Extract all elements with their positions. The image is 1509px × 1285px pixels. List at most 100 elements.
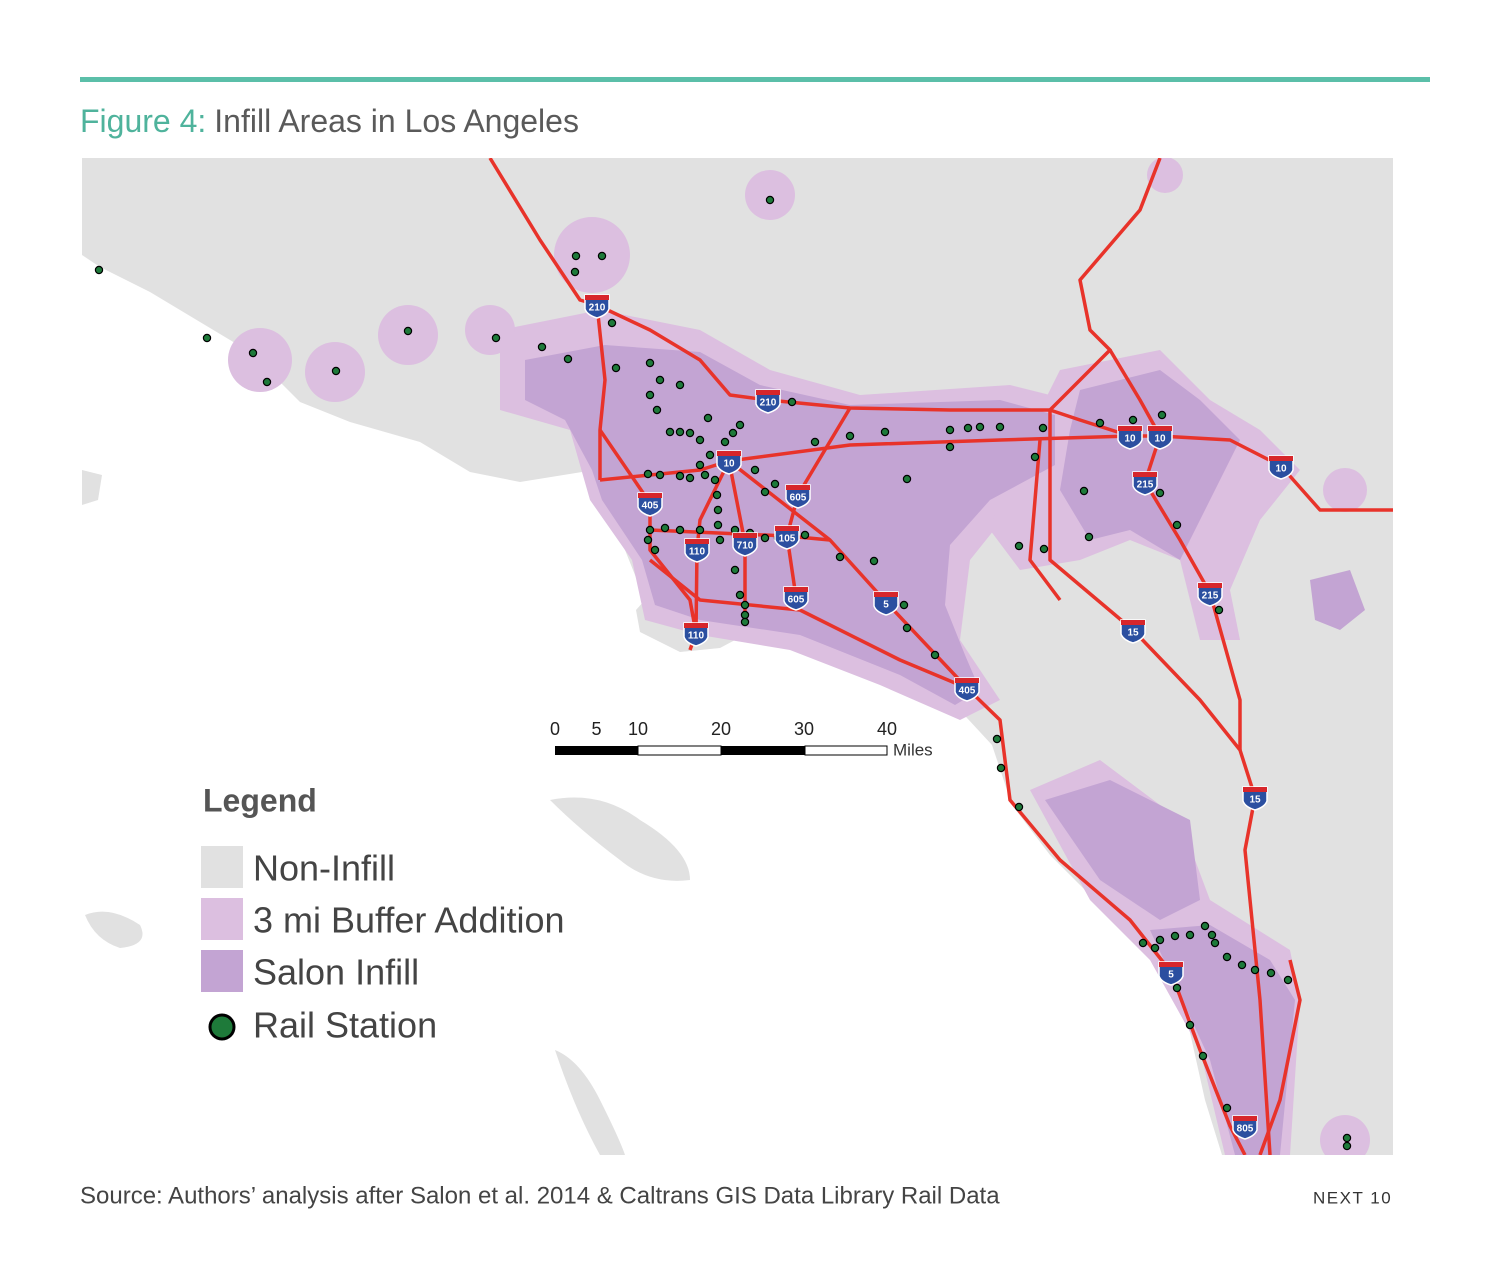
rail-station — [1207, 930, 1217, 940]
shield-top — [955, 678, 979, 683]
rail-station — [710, 475, 720, 485]
shield-label: 10 — [1124, 434, 1136, 445]
rail-station — [1030, 452, 1040, 462]
shield-label: 105 — [779, 534, 796, 545]
rail-station — [1200, 921, 1210, 931]
shield-top — [685, 539, 709, 544]
rail-station — [652, 405, 662, 415]
figure-heading: Figure 4: Infill Areas in Los Angeles — [80, 103, 579, 139]
shield-shape — [684, 538, 710, 563]
rail-station — [715, 535, 725, 545]
shield-shape — [1120, 619, 1146, 644]
shield-shape — [1197, 582, 1223, 607]
rail-station — [1138, 938, 1148, 948]
rail-station — [992, 734, 1002, 744]
rail-station — [1172, 983, 1182, 993]
rail-station — [720, 437, 730, 447]
rail-station — [1172, 520, 1182, 530]
rail-station — [703, 413, 713, 423]
rail-station — [902, 474, 912, 484]
rail-station — [765, 195, 775, 205]
rail-station — [787, 397, 797, 407]
shield-shape — [954, 677, 980, 702]
rail-station — [1170, 931, 1180, 941]
shield-label: 10 — [1275, 464, 1287, 475]
rail-station — [537, 342, 547, 352]
shield-top — [1159, 962, 1183, 967]
rail-station — [810, 437, 820, 447]
scale-tick-label: 30 — [794, 719, 814, 739]
scale-tick-label: 40 — [877, 719, 897, 739]
rail-station — [685, 473, 695, 483]
rail-station — [607, 318, 617, 328]
legend-label: Non-Infill — [253, 848, 395, 889]
rail-station — [1266, 968, 1276, 978]
shield-top — [1198, 583, 1222, 588]
header-rule — [80, 77, 1430, 82]
island — [550, 797, 690, 881]
rail-station — [675, 525, 685, 535]
rail-station — [695, 460, 705, 470]
rail-station — [899, 600, 909, 610]
shield-top — [585, 295, 609, 300]
rail-station — [645, 525, 655, 535]
rail-station — [643, 469, 653, 479]
legend-swatch — [201, 950, 243, 992]
shield-shape — [1147, 425, 1173, 450]
shield-shape — [1117, 425, 1143, 450]
rail-station — [645, 390, 655, 400]
logo: NEXT 10 — [1313, 1188, 1392, 1207]
shield-label: 110 — [688, 631, 705, 642]
rail-station — [845, 431, 855, 441]
rail-station — [712, 490, 722, 500]
shield-label: 10 — [723, 459, 735, 470]
shield-top — [1243, 787, 1267, 792]
rail-station — [963, 423, 973, 433]
rail-station — [735, 420, 745, 430]
shield-shape — [785, 484, 811, 509]
scale-tick-label: 0 — [550, 719, 560, 739]
shield-shape — [1158, 961, 1184, 986]
shield-shape — [755, 389, 781, 414]
rail-station — [730, 565, 740, 575]
shield-top — [756, 390, 780, 395]
island — [555, 1050, 625, 1155]
shield-label: 110 — [689, 547, 706, 558]
rail-station — [1157, 410, 1167, 420]
source-note: Source: Authors’ analysis after Salon et… — [80, 1182, 1000, 1209]
rail-station — [563, 354, 573, 364]
rail-stations — [94, 195, 1352, 1151]
shield-shape — [683, 622, 709, 647]
rail-station — [1039, 544, 1049, 554]
shield-top — [1133, 472, 1157, 477]
rail-station — [1185, 930, 1195, 940]
rail-station — [1084, 532, 1094, 542]
rail-station — [975, 422, 985, 432]
shield-top — [717, 451, 741, 456]
rail-station — [760, 487, 770, 497]
rail-station — [660, 523, 670, 533]
shield-label: 215 — [1137, 480, 1154, 491]
rail-station — [645, 358, 655, 368]
rail-station — [1342, 1133, 1352, 1143]
rail-station — [869, 556, 879, 566]
rail-station — [740, 617, 750, 627]
shield-top — [1118, 426, 1142, 431]
scale-tick-label: 5 — [591, 719, 601, 739]
shield-shape — [774, 525, 800, 550]
shield-label: 605 — [788, 595, 805, 606]
rail-station — [1014, 541, 1024, 551]
rail-station — [597, 251, 607, 261]
legend-marker — [208, 1013, 236, 1041]
shield-top — [784, 587, 808, 592]
rail-station — [880, 427, 890, 437]
rail-station — [675, 471, 685, 481]
rail-station — [1283, 975, 1293, 985]
rail-station — [675, 380, 685, 390]
rail-station — [945, 442, 955, 452]
shield-top — [733, 533, 757, 538]
shield-shape — [873, 591, 899, 616]
rail-station — [996, 763, 1006, 773]
scale-tick-label: 10 — [628, 719, 648, 739]
